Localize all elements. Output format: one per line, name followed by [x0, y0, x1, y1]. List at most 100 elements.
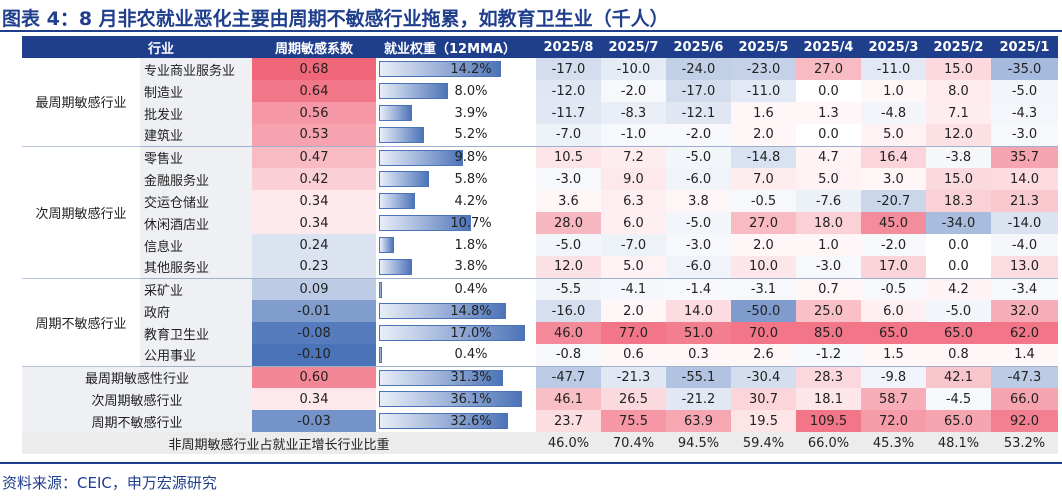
month-value: -6.0 — [666, 168, 731, 190]
aggregate-row: 周期不敏感行业 -0.03 32.6% 23.7 75.5 63.9 19.5 109.5 72… — [22, 410, 1058, 432]
month-value: 8.0 — [926, 80, 991, 102]
month-value: -3.0 — [991, 124, 1058, 146]
sensitivity-value: -0.01 — [252, 300, 376, 322]
table-row: 最周期敏感行业 专业商业服务业 0.68 14.2% -17.0 -10.0 -24.0 -2… — [22, 58, 1058, 147]
weight-value: 0.4% — [454, 281, 488, 297]
month-value: 42.1 — [926, 365, 991, 388]
weight-cell: 3.8% — [376, 256, 536, 278]
month-value: -16.0 — [536, 300, 601, 322]
month-value: 7.2 — [601, 145, 666, 168]
weight-value: 31.3% — [450, 369, 492, 385]
month-value: -7.0 — [601, 234, 666, 256]
weight-cell: 0.4% — [376, 344, 536, 366]
weight-bar — [379, 303, 506, 319]
month-value: -0.5 — [861, 277, 926, 300]
month-value: 2.0 — [601, 300, 666, 322]
sensitivity-value: -0.08 — [252, 322, 376, 344]
weight-cell: 14.8% — [376, 300, 536, 322]
header-weight: 就业权重（12MMA） — [376, 36, 536, 58]
month-value: 18.0 — [796, 212, 861, 234]
sensitivity-value: 0.47 — [252, 145, 376, 168]
month-value: -1.0 — [601, 124, 666, 146]
weight-cell: 0.4% — [376, 277, 536, 300]
month-value: 0.0 — [796, 80, 861, 102]
aggregate-row: 次周期敏感行业 0.34 36.1% 46.1 26.5 -21.2 30.7 18.1 58.… — [22, 388, 1058, 410]
footer-label: 非周期敏感行业占就业正增长行业比重 — [22, 432, 536, 454]
footer-value: 46.0% — [536, 432, 601, 454]
weight-bar — [379, 61, 501, 77]
weight-value: 14.8% — [450, 303, 492, 319]
month-value: 85.0 — [796, 322, 861, 344]
month-value: -20.7 — [861, 190, 926, 212]
month-value: 21.3 — [991, 190, 1058, 212]
weight-cell: 36.1% — [376, 388, 536, 410]
weight-bar — [379, 413, 508, 429]
month-value: -12.0 — [536, 80, 601, 102]
month-value: 4.2 — [926, 277, 991, 300]
weight-cell: 8.0% — [376, 80, 536, 102]
month-value: -47.7 — [536, 365, 601, 388]
industry-name: 零售业 — [140, 145, 252, 168]
month-value: 13.0 — [991, 256, 1058, 278]
weight-value: 17.0% — [450, 325, 492, 341]
month-value: -5.5 — [536, 277, 601, 300]
industry-name: 制造业 — [140, 80, 252, 102]
header-month: 2025/6 — [666, 36, 731, 58]
month-value: -55.1 — [666, 365, 731, 388]
month-value: 0.0 — [926, 256, 991, 278]
industry-name: 交运仓储业 — [140, 190, 252, 212]
month-value: -3.0 — [796, 256, 861, 278]
source-note: 资料来源：CEIC，申万宏源研究 — [2, 474, 217, 492]
sensitivity-value: 0.60 — [252, 365, 376, 388]
month-value: -47.3 — [991, 365, 1058, 388]
header-month: 2025/8 — [536, 36, 601, 58]
month-value: -11.0 — [861, 58, 926, 80]
month-value: 15.0 — [926, 58, 991, 80]
month-value: -35.0 — [991, 58, 1058, 80]
month-value: -9.8 — [861, 365, 926, 388]
month-value: -50.0 — [731, 300, 796, 322]
month-value: 2.6 — [731, 344, 796, 366]
month-value: 6.0 — [601, 212, 666, 234]
weight-value: 36.1% — [450, 391, 492, 407]
month-value: 25.0 — [796, 300, 861, 322]
month-value: -1.4 — [666, 277, 731, 300]
weight-cell: 17.0% — [376, 322, 536, 344]
table-row: 批发业 0.56 3.9% -11.7 -8.3 -12.1 1.6 1.3 -4.8 7.1 -4… — [22, 102, 1058, 124]
month-value: -7.6 — [796, 190, 861, 212]
month-value: 65.0 — [861, 322, 926, 344]
weight-value: 3.8% — [454, 259, 488, 275]
header-month: 2025/2 — [926, 36, 991, 58]
month-value: -2.0 — [861, 234, 926, 256]
month-value: -3.0 — [666, 234, 731, 256]
month-value: 51.0 — [666, 322, 731, 344]
industry-name: 建筑业 — [140, 124, 252, 146]
footer-value: 48.1% — [926, 432, 991, 454]
sensitivity-value: 0.68 — [252, 58, 376, 80]
month-value: -14.0 — [991, 212, 1058, 234]
industry-name: 公用事业 — [140, 344, 252, 366]
bottom-divider — [0, 462, 1062, 464]
month-value: -11.7 — [536, 102, 601, 124]
month-value: 14.0 — [666, 300, 731, 322]
industry-name: 批发业 — [140, 102, 252, 124]
aggregate-label: 最周期敏感性行业 — [22, 365, 252, 388]
month-value: -3.1 — [731, 277, 796, 300]
month-value: -5.0 — [666, 145, 731, 168]
header-industry: 行业 — [140, 36, 252, 58]
industry-name: 休闲酒店业 — [140, 212, 252, 234]
employment-table: 行业 周期敏感系数 就业权重（12MMA） 2025/8 2025/7 2025/6… — [22, 36, 1058, 454]
month-value: 46.1 — [536, 388, 601, 410]
month-value: 72.0 — [861, 410, 926, 432]
weight-value: 5.8% — [454, 171, 488, 187]
month-value: -7.0 — [536, 124, 601, 146]
sensitivity-value: 0.34 — [252, 190, 376, 212]
month-value: 46.0 — [536, 322, 601, 344]
month-value: 1.0 — [861, 80, 926, 102]
month-value: 0.8 — [926, 344, 991, 366]
header-month: 2025/1 — [991, 36, 1058, 58]
month-value: -5.0 — [666, 212, 731, 234]
header-month: 2025/5 — [731, 36, 796, 58]
table-row: 休闲酒店业 0.34 10.7% 28.0 6.0 -5.0 27.0 18.0 45.0 -34… — [22, 212, 1058, 234]
table-row: 周期不敏感行业 采矿业 0.09 0.4% -5.5 -4.1 -1.4 -3.1 0.7 -0.… — [22, 277, 1058, 367]
